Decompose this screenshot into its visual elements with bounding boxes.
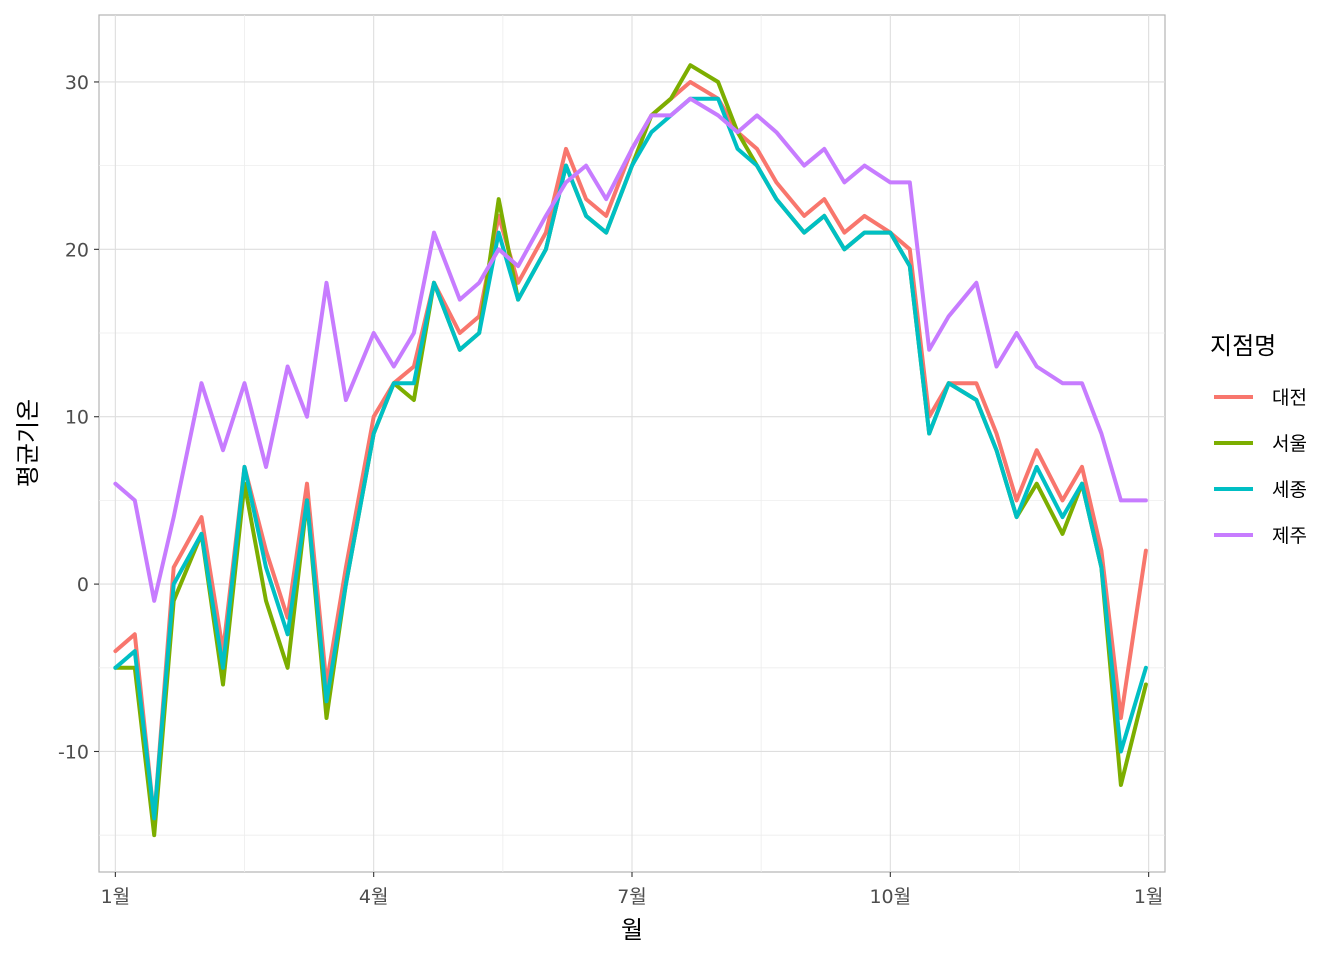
legend-label-세종: 세종 <box>1272 479 1307 501</box>
y-tick-label: 0 <box>77 574 89 596</box>
series-line-제주 <box>113 96 1148 603</box>
y-tick-label: -10 <box>58 741 89 763</box>
x-axis-title: 월 <box>621 916 643 944</box>
y-axis-title: 평균기온 <box>14 399 42 487</box>
legend-label-서울: 서울 <box>1272 433 1307 455</box>
x-tick-label: 10월 <box>869 886 911 908</box>
x-axis-ticks: 1월 4월 7월 10월 1월 <box>101 872 1164 908</box>
legend-label-제주: 제주 <box>1272 525 1307 547</box>
legend-title: 지점명 <box>1210 332 1276 360</box>
series-line-세종 <box>113 96 1148 821</box>
legend-label-대전: 대전 <box>1272 387 1307 409</box>
minor-gridlines <box>99 15 1165 872</box>
y-tick-label: 30 <box>65 72 89 94</box>
x-tick-label: 4월 <box>359 886 389 908</box>
x-tick-label: 1월 <box>101 886 131 908</box>
y-tick-label: 10 <box>65 407 89 429</box>
major-gridlines <box>99 15 1165 872</box>
y-tick-label: 20 <box>65 239 89 261</box>
x-tick-label: 1월 <box>1134 886 1164 908</box>
y-axis-ticks: -10 0 10 20 30 <box>58 72 99 763</box>
series-lines <box>113 63 1148 838</box>
x-tick-label: 7월 <box>617 886 647 908</box>
